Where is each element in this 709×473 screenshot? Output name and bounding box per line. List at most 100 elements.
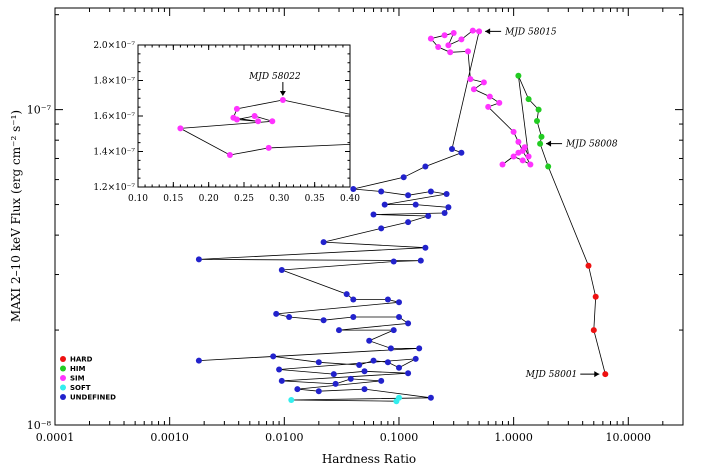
- point-undefined: [449, 146, 455, 152]
- inset-annotation-label: MJD 58022: [248, 72, 301, 82]
- inset-point-sim: [279, 97, 286, 103]
- annotation-arrowhead: [485, 28, 491, 35]
- x-tick-label: 0.0001: [36, 431, 75, 444]
- point-sim: [496, 99, 503, 106]
- point-undefined: [315, 388, 322, 395]
- point-undefined: [396, 364, 402, 371]
- point-hard: [592, 293, 599, 300]
- point-undefined: [270, 353, 277, 360]
- point-undefined: [412, 201, 419, 208]
- point-sim: [485, 103, 492, 110]
- point-undefined: [378, 377, 385, 384]
- inset-x-tick-label: 0.20: [199, 194, 219, 204]
- legend-marker: [60, 365, 66, 372]
- point-sim: [519, 157, 526, 164]
- plot-area: [54, 7, 684, 426]
- inset-point-sim: [255, 118, 262, 125]
- point-undefined: [445, 204, 452, 211]
- point-undefined: [366, 337, 373, 344]
- point-sim: [499, 161, 506, 168]
- point-sim: [525, 153, 532, 160]
- point-sim: [510, 128, 517, 135]
- inset-plot-area: [137, 44, 351, 188]
- point-sim: [435, 44, 442, 50]
- point-undefined: [443, 191, 450, 197]
- legend-label: HIM: [70, 365, 85, 373]
- y-tick-label: 10⁻⁸: [27, 419, 52, 432]
- point-undefined: [332, 380, 339, 387]
- point-him: [534, 118, 540, 124]
- point-undefined: [343, 291, 350, 298]
- inset-annotation: MJD 58022: [248, 72, 301, 97]
- point-undefined: [370, 357, 377, 364]
- inset-y-tick-label: 1.6×10⁻⁷: [93, 112, 135, 122]
- point-undefined: [381, 201, 388, 208]
- point-undefined: [400, 174, 407, 181]
- inset-y-tick-label: 2.0×10⁻⁷: [93, 41, 135, 51]
- x-tick-label: 0.0100: [265, 431, 304, 444]
- point-sim: [445, 42, 452, 49]
- inset-y-tick-label: 1.8×10⁻⁷: [93, 77, 135, 87]
- point-hard: [602, 371, 609, 378]
- point-undefined: [405, 192, 412, 199]
- inset-x-tick-label: 0.10: [128, 194, 148, 204]
- legend-marker: [60, 356, 66, 362]
- point-undefined: [390, 258, 397, 265]
- y-axis-title: MAXI 2–10 keV Flux (erg cm⁻² s⁻¹): [9, 110, 23, 322]
- point-undefined: [390, 327, 397, 334]
- legend-marker: [60, 394, 66, 400]
- point-undefined: [294, 386, 301, 393]
- inset-point-sim: [251, 113, 258, 119]
- point-undefined: [370, 211, 377, 218]
- point-undefined: [320, 239, 327, 246]
- point-undefined: [396, 299, 402, 306]
- inset-x-tick-label: 0.30: [269, 194, 289, 204]
- main-annotations: MJD 58001 MJD 58008 MJD 58015: [485, 27, 618, 380]
- point-sim: [486, 93, 493, 100]
- x-tick-label: 10.0000: [606, 431, 652, 444]
- point-him: [515, 72, 522, 79]
- x-tick-label: 0.1000: [380, 431, 419, 444]
- x-tick-label: 0.0010: [150, 431, 189, 444]
- point-undefined: [356, 362, 363, 368]
- inset-y-tick-label: 1.4×10⁻⁷: [93, 148, 135, 158]
- point-undefined: [378, 225, 385, 232]
- annotation-label: MJD 58001: [525, 370, 578, 380]
- point-undefined: [405, 320, 412, 327]
- inset-ticks: 0.10 0.15 0.20 0.25 0.30 0.35 0.40 1.2×10⁻⁷ 1.4×…: [93, 41, 360, 204]
- inset-x-tick-label: 0.40: [340, 194, 360, 204]
- x-tick-label: 1.0000: [494, 431, 533, 444]
- inset-chart: 0.10 0.15 0.20 0.25 0.30 0.35 0.40 1.2×10⁻⁷ 1.4×…: [93, 41, 360, 204]
- legend-label: SOFT: [70, 384, 91, 392]
- point-sim: [527, 161, 534, 168]
- inset-point-sim: [233, 116, 240, 123]
- point-sim: [469, 27, 476, 34]
- point-undefined: [425, 213, 432, 219]
- point-undefined: [315, 359, 322, 366]
- point-him: [538, 133, 545, 140]
- point-sim: [465, 48, 471, 55]
- point-undefined: [350, 314, 357, 320]
- point-undefined: [412, 355, 419, 362]
- point-sim: [441, 32, 448, 39]
- point-sim: [450, 30, 457, 36]
- point-undefined: [416, 345, 423, 352]
- inset-track-continuation: [282, 99, 351, 115]
- point-sim: [515, 138, 522, 145]
- point-undefined: [276, 366, 283, 373]
- point-undefined: [378, 188, 385, 195]
- point-undefined: [350, 296, 357, 303]
- point-undefined: [422, 163, 429, 170]
- point-him: [535, 106, 542, 113]
- inset-point-sim: [265, 144, 272, 151]
- legend-marker: [60, 375, 66, 381]
- point-undefined: [273, 310, 280, 317]
- point-undefined: [405, 219, 412, 226]
- point-sim: [521, 144, 528, 151]
- point-undefined: [441, 210, 448, 216]
- point-soft: [288, 397, 295, 403]
- point-undefined: [336, 327, 342, 334]
- point-undefined: [422, 244, 429, 251]
- annotation-label: MJD 58008: [565, 140, 618, 150]
